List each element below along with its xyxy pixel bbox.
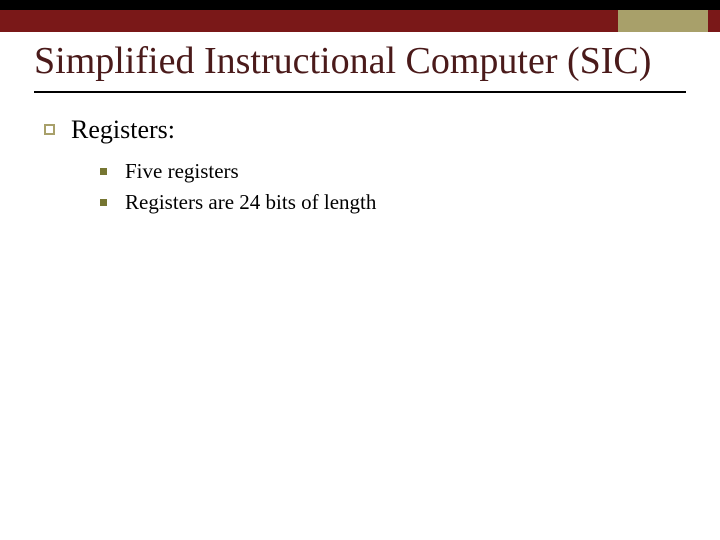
top-bar-maroon-strip [0,10,720,32]
top-bar [0,0,720,32]
bullet-lvl1: Registers: [44,115,686,145]
slide-title: Simplified Instructional Computer (SIC) [34,40,686,89]
bullet-lvl2-label: Registers are 24 bits of length [125,190,376,215]
slide-content: Simplified Instructional Computer (SIC) … [0,32,720,215]
bullet-lvl2-label: Five registers [125,159,239,184]
square-fill-icon [100,199,107,206]
title-underline [34,91,686,93]
square-outline-icon [44,124,55,135]
square-fill-icon [100,168,107,175]
slide-body: Registers: Five registers Registers are … [34,115,686,215]
bullet-lvl1-label: Registers: [71,115,175,145]
bullet-lvl2-group: Five registers Registers are 24 bits of … [44,159,686,215]
bullet-lvl2: Five registers [100,159,686,184]
bullet-lvl2: Registers are 24 bits of length [100,190,686,215]
top-bar-olive-accent [618,10,708,32]
